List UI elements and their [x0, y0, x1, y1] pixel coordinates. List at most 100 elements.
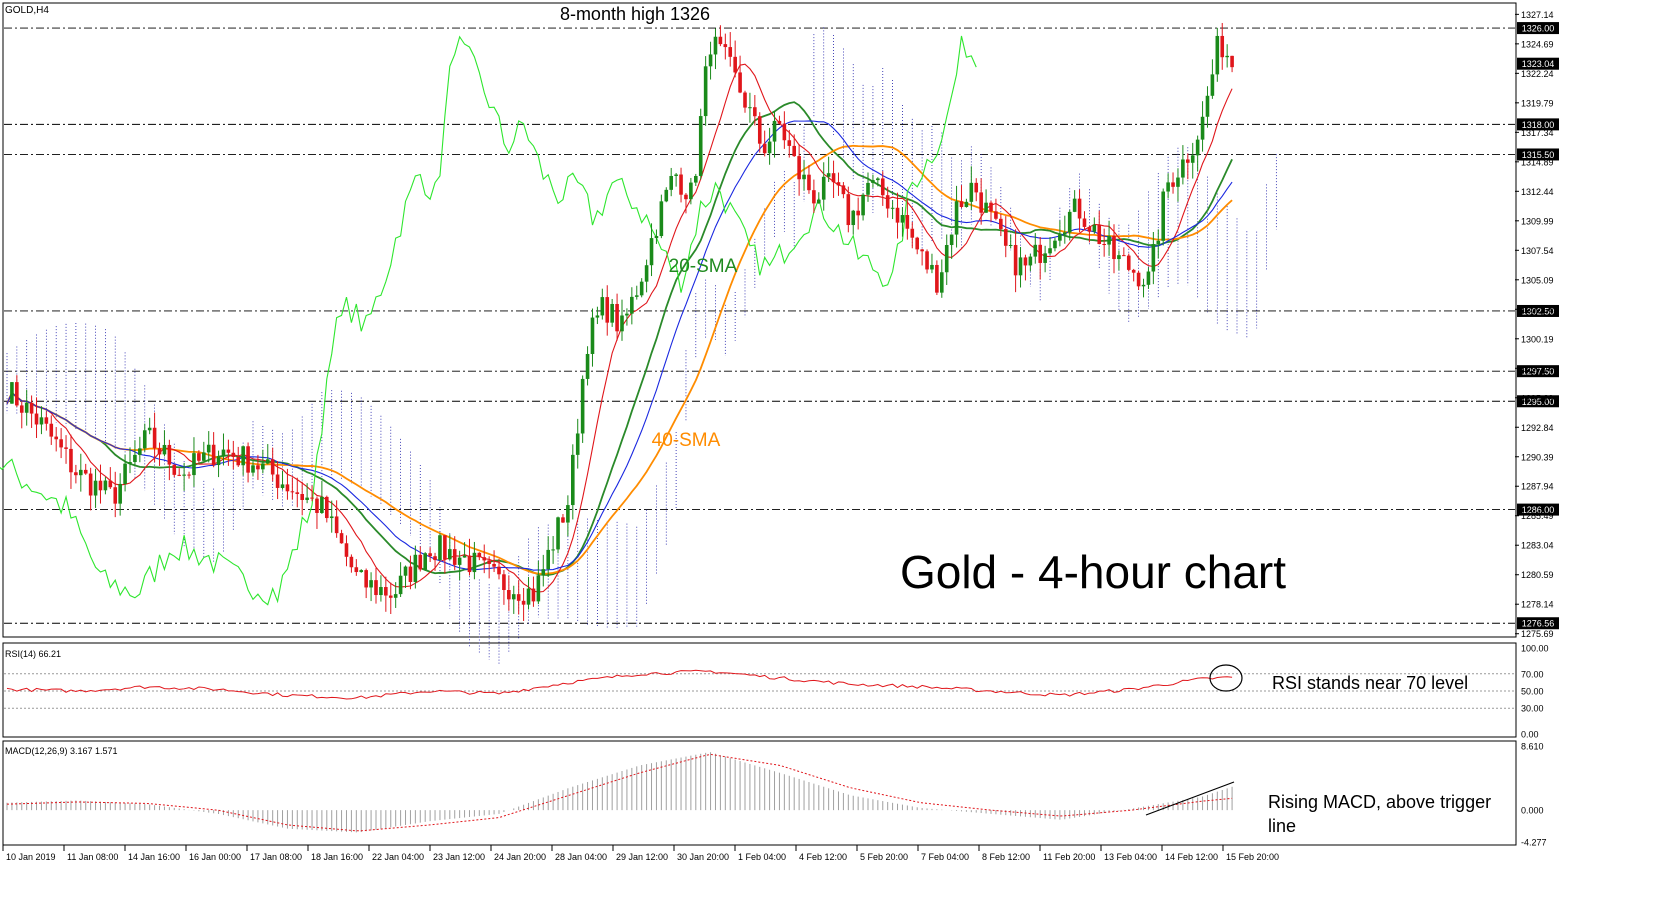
candle-body-223 — [1102, 243, 1106, 245]
tenkan-line — [6, 63, 1233, 593]
candle-body-3 — [19, 405, 24, 413]
price-tick-21: 1275.69 — [1521, 629, 1554, 639]
level-tag-4: 1297.50 — [1522, 367, 1555, 377]
candle-body-197 — [974, 182, 979, 193]
candle-body-67 — [334, 516, 339, 534]
candle-body-169 — [836, 182, 841, 186]
candle-body-194 — [959, 201, 964, 207]
candle-body-61 — [305, 497, 309, 500]
candle-body-187 — [925, 251, 929, 270]
candle-body-22 — [113, 487, 118, 504]
price-tick-10: 1302.64 — [1521, 305, 1554, 315]
price-tick-2: 1322.24 — [1521, 69, 1554, 79]
candle-body-24 — [123, 463, 127, 484]
candle-body-91 — [452, 549, 457, 565]
candle-body-195 — [964, 201, 969, 207]
candle-body-234 — [1156, 240, 1161, 245]
price-tick-0: 1327.14 — [1521, 10, 1554, 20]
price-tick-19: 1280.59 — [1521, 570, 1554, 580]
candle-body-212 — [1048, 248, 1052, 254]
candle-body-73 — [364, 570, 368, 588]
time-tick-7: 23 Jan 12:00 — [433, 852, 485, 862]
candle-body-203 — [1003, 229, 1008, 246]
macd-annotation-line2: line — [1268, 816, 1296, 836]
candle-body-44 — [221, 449, 226, 457]
candle-body-29 — [147, 427, 152, 431]
candle-body-40 — [202, 452, 206, 461]
candle-body-201 — [994, 211, 998, 219]
candle-body-146 — [723, 44, 728, 48]
level-tag-bg-6 — [1517, 503, 1559, 516]
candle-body-82 — [408, 566, 413, 582]
price-tick-17: 1285.49 — [1521, 511, 1554, 521]
candle-body-124 — [615, 303, 619, 332]
macd-label: MACD(12,26,9) 3.167 1.571 — [5, 746, 118, 756]
candle-body-95 — [472, 552, 477, 573]
candle-body-110 — [546, 549, 550, 570]
macd-trend-line — [1145, 781, 1235, 816]
price-tick-14: 1292.84 — [1521, 423, 1554, 433]
candle-body-75 — [374, 580, 378, 596]
time-tick-19: 14 Feb 12:00 — [1165, 852, 1218, 862]
candle-body-52 — [261, 463, 265, 470]
time-tick-5: 18 Jan 16:00 — [311, 852, 363, 862]
candle-body-116 — [575, 433, 580, 455]
candle-body-39 — [197, 453, 201, 461]
price-tick-16: 1287.94 — [1521, 482, 1554, 492]
candle-body-159 — [787, 140, 792, 146]
candle-body-60 — [300, 493, 304, 500]
candle-body-153 — [757, 116, 762, 144]
candle-body-200 — [989, 202, 993, 212]
candle-body-242 — [1195, 139, 1200, 156]
time-tick-10: 29 Jan 12:00 — [616, 852, 668, 862]
level-tag-3: 1302.50 — [1522, 306, 1555, 316]
candle-body-118 — [585, 353, 590, 379]
candle-body-170 — [841, 185, 846, 195]
candle-body-164 — [812, 190, 816, 204]
candle-body-14 — [74, 472, 78, 476]
time-tick-17: 11 Feb 20:00 — [1043, 852, 1095, 862]
rsi-tick-4: 0.00 — [1521, 730, 1539, 740]
price-tick-9: 1305.09 — [1521, 275, 1554, 285]
candle-body-11 — [59, 439, 63, 448]
candle-body-54 — [270, 459, 275, 475]
candle-body-90 — [448, 549, 452, 560]
candle-body-236 — [1166, 182, 1170, 192]
candle-body-72 — [359, 570, 364, 573]
candle-body-16 — [83, 469, 88, 474]
candle-body-174 — [861, 194, 865, 216]
candle-body-204 — [1008, 244, 1013, 246]
candle-body-129 — [639, 281, 644, 296]
level-tag-5: 1295.00 — [1522, 397, 1555, 407]
time-tick-3: 16 Jan 00:00 — [189, 852, 241, 862]
candle-body-76 — [379, 587, 383, 596]
candle-body-160 — [792, 145, 796, 157]
price-panel — [2, 2, 1517, 638]
candle-body-1 — [10, 382, 14, 404]
rsi-annotation: RSI stands near 70 level — [1272, 673, 1468, 693]
macd-tick-1: 0.000 — [1521, 806, 1544, 816]
candle-body-209 — [1033, 244, 1038, 257]
candle-body-163 — [807, 174, 811, 191]
candle-body-168 — [831, 173, 836, 183]
candle-body-206 — [1018, 257, 1023, 276]
time-tick-13: 4 Feb 12:00 — [799, 852, 847, 862]
candle-body-139 — [689, 182, 693, 200]
candle-body-93 — [462, 555, 467, 558]
candle-body-154 — [762, 143, 767, 154]
candle-body-34 — [172, 464, 177, 475]
candle-body-148 — [733, 56, 737, 73]
candle-body-111 — [551, 549, 555, 551]
candle-body-249 — [1230, 55, 1234, 68]
candle-body-233 — [1151, 244, 1156, 272]
time-tick-18: 13 Feb 04:00 — [1104, 852, 1157, 862]
sma20-label: 20-SMA — [669, 256, 738, 277]
time-tick-1: 11 Jan 08:00 — [67, 852, 118, 862]
candle-body-188 — [930, 264, 934, 270]
candle-body-171 — [846, 194, 851, 226]
candle-body-84 — [418, 554, 423, 570]
candle-body-248 — [1225, 55, 1229, 58]
time-tick-16: 8 Feb 12:00 — [982, 852, 1030, 862]
candle-body-135 — [669, 175, 673, 190]
candle-body-179 — [885, 195, 890, 209]
